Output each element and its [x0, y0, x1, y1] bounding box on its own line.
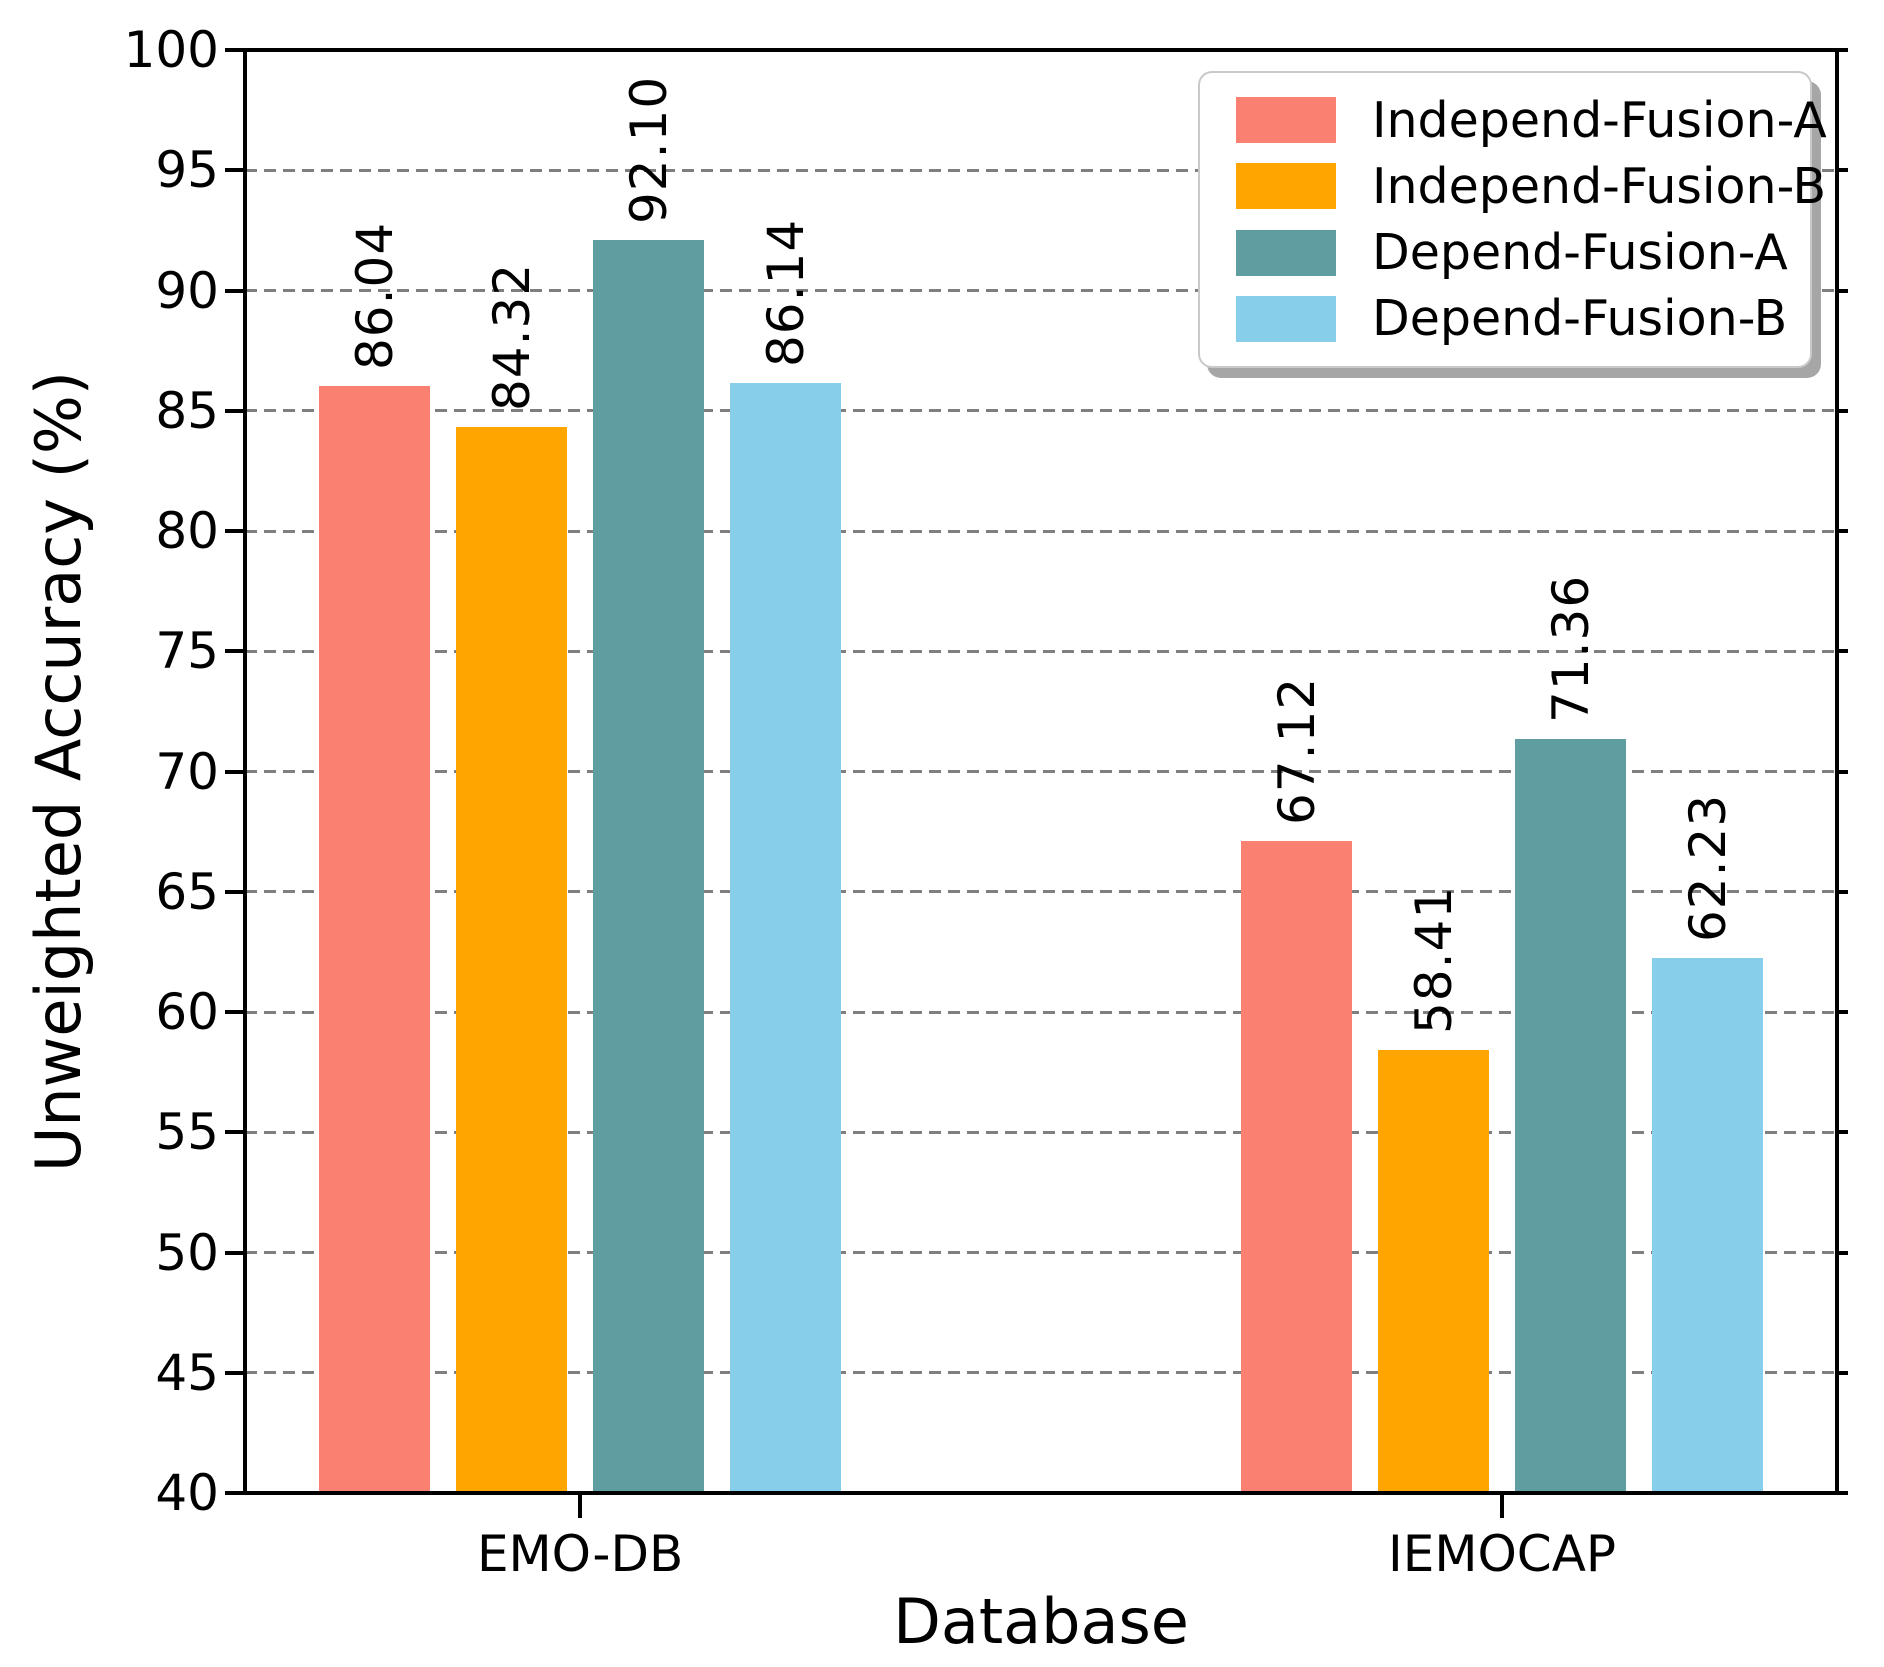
gridline-80	[245, 529, 1837, 533]
y-tick-left-60	[225, 1010, 245, 1014]
y-tick-left-75	[225, 649, 245, 654]
y-tick-left-100	[225, 48, 245, 52]
bar-emo-db-independ-fusion-b	[456, 427, 568, 1493]
legend-label-depend-fusion-a: Depend-Fusion-A	[1372, 224, 1788, 282]
gridline-95	[245, 168, 1837, 172]
gridline-55	[245, 1130, 1837, 1134]
y-tick-right-95	[1837, 168, 1848, 173]
y-tick-label-95: 95	[155, 141, 219, 200]
y-tick-right-55	[1837, 1130, 1848, 1135]
y-tick-label-75: 75	[155, 622, 219, 681]
gridline-90	[245, 289, 1837, 292]
bar-value-label-emo-db-independ-fusion-b: 84.32	[482, 262, 541, 412]
bar-value-label-iemocap-depend-fusion-b: 62.23	[1678, 794, 1737, 943]
bar-iemocap-depend-fusion-b	[1652, 958, 1764, 1493]
bar-emo-db-depend-fusion-b	[730, 383, 842, 1493]
x-tick-EMO-DB	[578, 1493, 583, 1518]
bar-iemocap-independ-fusion-a	[1241, 840, 1353, 1493]
legend-label-independ-fusion-a: Independ-Fusion-A	[1372, 91, 1827, 149]
bar-emo-db-depend-fusion-a	[593, 240, 705, 1493]
y-tick-label-55: 55	[155, 1103, 219, 1162]
y-tick-right-65	[1837, 889, 1848, 894]
y-tick-right-80	[1837, 529, 1848, 533]
y-tick-label-60: 60	[155, 983, 219, 1041]
bar-value-label-emo-db-depend-fusion-a: 92.10	[619, 75, 678, 224]
y-tick-label-45: 45	[155, 1343, 219, 1402]
y-tick-right-70	[1837, 769, 1848, 774]
gridline-75	[245, 649, 1837, 653]
legend-row-depend-fusion-a: Depend-Fusion-A	[1210, 224, 1800, 281]
y-tick-right-85	[1837, 408, 1848, 413]
legend-row-independ-fusion-a: Independ-Fusion-A	[1210, 92, 1827, 149]
bar-iemocap-independ-fusion-b	[1378, 1050, 1490, 1493]
y-tick-right-40	[1837, 1491, 1848, 1495]
gridline-60	[245, 1010, 1837, 1014]
bar-value-label-iemocap-independ-fusion-b: 58.41	[1404, 886, 1463, 1035]
y-tick-left-95	[225, 168, 245, 173]
y-tick-label-80: 80	[155, 502, 219, 560]
legend: Independ-Fusion-A Independ-Fusion-B Depend…	[1198, 71, 1827, 368]
y-tick-left-40	[225, 1491, 245, 1495]
y-tick-right-60	[1837, 1010, 1848, 1014]
y-tick-label-90: 90	[155, 261, 219, 320]
y-tick-right-75	[1837, 649, 1848, 654]
y-tick-label-40: 40	[155, 1464, 219, 1522]
legend-row-independ-fusion-b: Independ-Fusion-B	[1210, 158, 1826, 215]
x-tick-label-IEMOCAP: IEMOCAP	[1387, 1525, 1617, 1583]
gridline-45	[245, 1371, 1837, 1375]
gridline-50	[245, 1251, 1837, 1254]
y-tick-right-100	[1837, 48, 1848, 52]
legend-row-depend-fusion-b: Depend-Fusion-B	[1210, 290, 1800, 347]
y-tick-left-70	[225, 769, 245, 774]
bar-value-label-iemocap-independ-fusion-a: 67.12	[1267, 676, 1326, 825]
y-tick-left-50	[225, 1250, 245, 1255]
legend-label-depend-fusion-b: Depend-Fusion-B	[1372, 290, 1788, 348]
bar-value-label-emo-db-depend-fusion-b: 86.14	[756, 219, 815, 368]
legend-swatch-depend-fusion-b	[1236, 295, 1336, 342]
bar-value-label-iemocap-depend-fusion-a: 71.36	[1541, 574, 1600, 723]
bar-emo-db-independ-fusion-a	[319, 385, 431, 1493]
y-tick-left-65	[225, 889, 245, 894]
legend-label-independ-fusion-b: Independ-Fusion-B	[1372, 157, 1827, 215]
plot-area: 40 45 50 55 60 65 70 75 80 85 90 95 100 EMO-DB 86.04 84…	[124, 21, 1848, 1583]
x-tick-IEMOCAP	[1500, 1493, 1505, 1518]
legend-swatch-independ-fusion-a	[1236, 97, 1336, 144]
y-tick-right-45	[1837, 1370, 1848, 1375]
y-tick-left-85	[225, 408, 245, 413]
y-tick-right-90	[1837, 288, 1848, 293]
legend-swatch-independ-fusion-b	[1236, 163, 1336, 210]
y-tick-label-65: 65	[155, 862, 219, 921]
y-tick-label-100: 100	[123, 21, 219, 79]
gridline-85	[245, 409, 1837, 413]
y-tick-label-85: 85	[155, 381, 219, 440]
x-tick-label-EMO-DB: EMO-DB	[476, 1525, 684, 1583]
y-tick-label-70: 70	[155, 742, 219, 801]
gridline-70	[245, 770, 1837, 773]
y-tick-left-45	[225, 1370, 245, 1375]
bar-value-label-emo-db-independ-fusion-a: 86.04	[345, 221, 404, 370]
y-tick-label-50: 50	[155, 1223, 219, 1282]
y-tick-left-90	[225, 288, 245, 293]
legend-swatch-depend-fusion-a	[1236, 229, 1336, 276]
x-axis-label: Database	[893, 1585, 1189, 1658]
y-tick-left-80	[225, 529, 245, 533]
bar-iemocap-depend-fusion-a	[1515, 738, 1627, 1493]
y-tick-left-55	[225, 1130, 245, 1135]
gridline-65	[245, 890, 1837, 894]
y-tick-right-50	[1837, 1250, 1848, 1255]
